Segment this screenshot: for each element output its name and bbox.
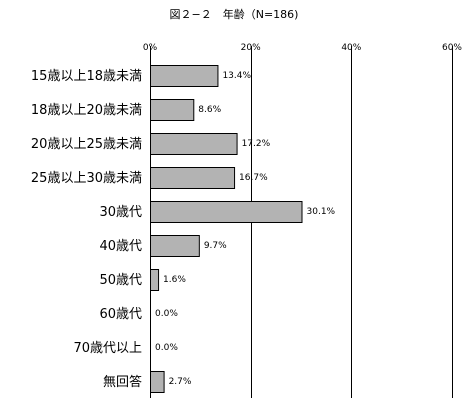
category-label: 60歳代 — [99, 307, 142, 322]
value-label: 2.7% — [169, 377, 192, 387]
bar — [150, 269, 160, 291]
category-label: 50歳代 — [99, 273, 142, 288]
value-label: 16.7% — [239, 173, 268, 183]
value-label: 8.6% — [198, 105, 221, 115]
category-label: 25歳以上30歳未満 — [31, 171, 142, 186]
value-label: 0.0% — [155, 343, 178, 353]
x-tick-label: 0% — [143, 43, 158, 53]
category-label: 70歳代以上 — [73, 341, 142, 356]
x-tick-label: 60% — [442, 43, 462, 53]
bars — [150, 65, 303, 393]
bar — [150, 65, 219, 87]
bar — [150, 235, 200, 257]
bar — [150, 133, 238, 155]
x-tick-label: 20% — [241, 43, 261, 53]
value-label: 1.6% — [163, 275, 186, 285]
value-label: 30.1% — [307, 207, 336, 217]
x-tick-label: 40% — [341, 43, 361, 53]
value-label: 13.4% — [222, 71, 251, 81]
value-labels: 13.4% 8.6% 17.2% 16.7% 30.1% 9.7% 1.6% 0.0% 0.0%… — [155, 71, 336, 387]
value-label: 17.2% — [242, 139, 271, 149]
category-label: 無回答 — [103, 374, 142, 390]
bar — [150, 99, 195, 121]
category-label: 20歳以上25歳未満 — [31, 137, 142, 152]
bar — [150, 371, 165, 393]
category-label: 30歳代 — [99, 205, 142, 220]
value-label: 0.0% — [155, 309, 178, 319]
category-labels: 15歳以上18歳未満 18歳以上20歳未満 20歳以上25歳未満 25歳以上30歳未満… — [31, 69, 142, 390]
category-label: 15歳以上18歳未満 — [31, 69, 142, 84]
bar — [150, 201, 303, 223]
category-label: 18歳以上20歳未満 — [31, 103, 142, 118]
category-label: 40歳代 — [99, 239, 142, 254]
chart-title: 図２−２ 年齢（N=186) — [170, 7, 299, 21]
x-tick-labels: 0% 20% 40% 60% — [143, 43, 463, 53]
value-label: 9.7% — [204, 241, 227, 251]
bar — [150, 167, 236, 189]
